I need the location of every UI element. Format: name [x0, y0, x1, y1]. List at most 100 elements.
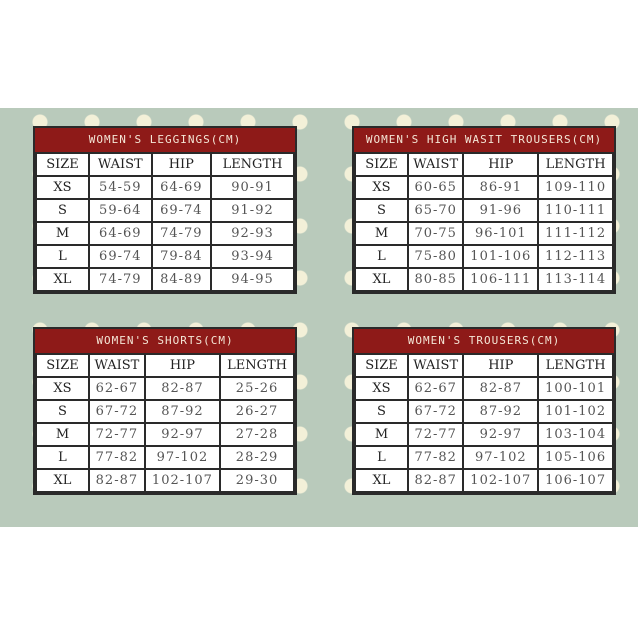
table-cell: 82-87 [90, 470, 144, 491]
size-chart-trousers: WOMEN'S TROUSERS(CM) SIZE WAIST HIP LENGTH XS… [352, 327, 616, 495]
column-header: LENGTH [539, 355, 612, 376]
table-row: M 70-75 96-101 111-112 [356, 223, 612, 244]
size-table: SIZE WAIST HIP LENGTH XS 60-65 86-91 109-110 S 65… [354, 152, 614, 292]
table-cell: 105-106 [539, 447, 612, 468]
size-label: M [356, 424, 407, 445]
size-label: XS [356, 177, 407, 198]
table-cell: 69-74 [90, 246, 151, 267]
column-header: WAIST [90, 154, 151, 175]
table-cell: 91-92 [212, 200, 293, 221]
table-cell: 112-113 [539, 246, 612, 267]
table-cell: 106-111 [464, 269, 538, 290]
table-cell: 103-104 [539, 424, 612, 445]
table-row: S 67-72 87-92 26-27 [37, 401, 293, 422]
chart-title: WOMEN'S HIGH WASIT TROUSERS(CM) [354, 128, 614, 152]
table-row: S 59-64 69-74 91-92 [37, 200, 293, 221]
table-cell: 65-70 [409, 200, 463, 221]
column-header: LENGTH [221, 355, 293, 376]
table-row: S 67-72 87-92 101-102 [356, 401, 612, 422]
size-label: L [37, 246, 88, 267]
size-label: S [356, 200, 407, 221]
chart-title: WOMEN'S SHORTS(CM) [35, 329, 295, 353]
header-row: SIZE WAIST HIP LENGTH [37, 355, 293, 376]
size-label: L [37, 447, 88, 468]
table-row: L 77-82 97-102 105-106 [356, 447, 612, 468]
column-header: LENGTH [212, 154, 293, 175]
chart-title: WOMEN'S TROUSERS(CM) [354, 329, 614, 353]
table-cell: 77-82 [90, 447, 144, 468]
table-cell: 28-29 [221, 447, 293, 468]
size-table: SIZE WAIST HIP LENGTH XS 54-59 64-69 90-91 S 59-6… [35, 152, 295, 292]
size-label: XS [356, 378, 407, 399]
table-cell: 87-92 [145, 401, 220, 422]
table-cell: 91-96 [464, 200, 538, 221]
table-cell: 87-92 [464, 401, 538, 422]
column-header: HIP [464, 154, 538, 175]
table-cell: 59-64 [90, 200, 151, 221]
table-cell: 29-30 [221, 470, 293, 491]
column-header: HIP [152, 154, 211, 175]
table-row: XS 62-67 82-87 25-26 [37, 378, 293, 399]
table-row: M 72-77 92-97 27-28 [37, 424, 293, 445]
table-row: XL 80-85 106-111 113-114 [356, 269, 612, 290]
table-row: L 77-82 97-102 28-29 [37, 447, 293, 468]
table-row: XL 82-87 102-107 29-30 [37, 470, 293, 491]
table-cell: 111-112 [539, 223, 612, 244]
table-cell: 82-87 [409, 470, 463, 491]
table-cell: 94-95 [212, 269, 293, 290]
column-header: WAIST [90, 355, 144, 376]
table-cell: 101-106 [464, 246, 538, 267]
chart-title: WOMEN'S LEGGINGS(CM) [35, 128, 295, 152]
table-row: M 72-77 92-97 103-104 [356, 424, 612, 445]
size-chart-shorts: WOMEN'S SHORTS(CM) SIZE WAIST HIP LENGTH XS 62… [33, 327, 297, 495]
table-row: XS 54-59 64-69 90-91 [37, 177, 293, 198]
table-row: XS 62-67 82-87 100-101 [356, 378, 612, 399]
size-label: XS [37, 177, 88, 198]
table-row: XL 74-79 84-89 94-95 [37, 269, 293, 290]
table-cell: 100-101 [539, 378, 612, 399]
column-header: SIZE [356, 355, 407, 376]
table-cell: 80-85 [409, 269, 463, 290]
table-cell: 69-74 [152, 200, 211, 221]
table-cell: 93-94 [212, 246, 293, 267]
size-label: M [356, 223, 407, 244]
table-row: L 75-80 101-106 112-113 [356, 246, 612, 267]
table-cell: 109-110 [539, 177, 612, 198]
table-cell: 102-107 [464, 470, 538, 491]
table-cell: 106-107 [539, 470, 612, 491]
table-cell: 64-69 [90, 223, 151, 244]
table-row: S 65-70 91-96 110-111 [356, 200, 612, 221]
size-label: XL [37, 470, 88, 491]
table-cell: 92-97 [145, 424, 220, 445]
table-row: L 69-74 79-84 93-94 [37, 246, 293, 267]
size-label: XL [37, 269, 88, 290]
size-label: S [37, 401, 88, 422]
column-header: SIZE [37, 355, 88, 376]
table-row: XS 60-65 86-91 109-110 [356, 177, 612, 198]
column-header: LENGTH [539, 154, 612, 175]
column-header: SIZE [356, 154, 407, 175]
table-cell: 72-77 [409, 424, 463, 445]
size-chart-high-waist-trousers: WOMEN'S HIGH WASIT TROUSERS(CM) SIZE WAIST… [352, 126, 616, 294]
column-header: WAIST [409, 355, 463, 376]
table-cell: 77-82 [409, 447, 463, 468]
table-cell: 27-28 [221, 424, 293, 445]
table-cell: 26-27 [221, 401, 293, 422]
table-cell: 96-101 [464, 223, 538, 244]
column-header: SIZE [37, 154, 88, 175]
table-cell: 74-79 [152, 223, 211, 244]
size-label: M [37, 424, 88, 445]
table-cell: 67-72 [409, 401, 463, 422]
table-cell: 97-102 [145, 447, 220, 468]
table-cell: 97-102 [464, 447, 538, 468]
size-label: S [356, 401, 407, 422]
table-cell: 101-102 [539, 401, 612, 422]
header-row: SIZE WAIST HIP LENGTH [37, 154, 293, 175]
size-label: L [356, 447, 407, 468]
table-cell: 54-59 [90, 177, 151, 198]
size-table: SIZE WAIST HIP LENGTH XS 62-67 82-87 25-26 S 67-7… [35, 353, 295, 493]
table-cell: 110-111 [539, 200, 612, 221]
table-cell: 60-65 [409, 177, 463, 198]
table-cell: 64-69 [152, 177, 211, 198]
table-cell: 92-97 [464, 424, 538, 445]
